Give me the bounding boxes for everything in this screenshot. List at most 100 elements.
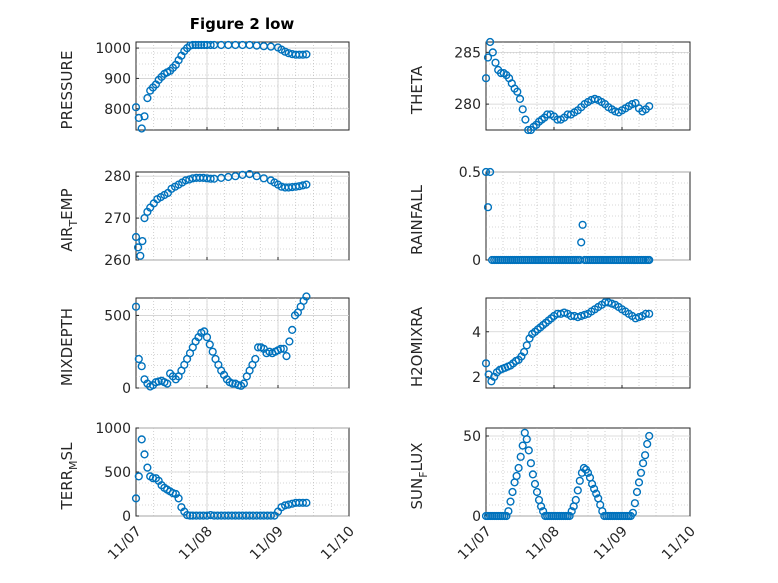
data-point [518,441,527,450]
y-tick-label: 0 [122,381,131,397]
data-point [298,498,308,507]
data-point [634,478,644,487]
y-tick-label: 0 [122,509,131,525]
data-point [604,298,613,307]
data-point [134,243,143,252]
panel-sun_flux: 0 50 SUNFLUX [408,427,691,525]
x-tick-label: 11/07 [455,524,495,564]
data-point [502,511,511,521]
data-point [645,255,654,265]
y-tick-label: 0 [472,509,481,525]
data-point [181,176,190,185]
data-point [191,40,200,50]
data-point [298,181,308,190]
data-point [641,309,650,318]
data-point [174,494,183,503]
data-point [131,232,141,242]
panel-pressure: 800 900 1000 PRESSURE [58,40,350,133]
data-point [481,167,491,177]
y-tick-label: 2 [472,370,481,386]
data-point [134,113,143,123]
y-tick-label: 50 [463,429,481,445]
panel-terr_msl: 0 500 1000 TERRMSL [58,421,350,525]
data-point [526,459,536,468]
y-tick-label: 0 [472,253,481,269]
data-point [302,498,311,507]
data-point [481,359,491,368]
data-point [578,220,587,229]
data-point [577,238,586,247]
data-point [538,507,548,516]
data-point [508,487,517,497]
data-point [245,170,254,179]
data-point [137,435,146,444]
data-point [524,446,533,455]
x-tick-label: 11/08 [176,524,216,564]
data-point [302,180,311,189]
data-point [518,105,527,114]
data-point [515,94,525,104]
data-point [228,379,237,388]
y-tick-label: 285 [454,45,481,61]
data-point [598,507,607,516]
panel-theta: 280 285 THETA [408,37,691,135]
y-tick-label: 4 [472,325,481,341]
data-point [131,103,141,112]
data-point [514,463,523,473]
data-point [583,468,593,477]
data-point [205,340,214,349]
data-point [276,344,285,353]
data-point [632,487,642,497]
y-tick-label: 1000 [95,421,131,437]
data-point [506,497,515,506]
data-point [136,251,145,260]
data-point [528,470,538,479]
data-point [573,486,582,495]
data-point [197,40,206,50]
data-point [516,452,525,461]
data-point [134,472,143,481]
x-tick-label: 11/08 [523,524,563,564]
data-point [638,459,648,468]
y-axis-label: THETA [408,65,426,115]
data-point [206,174,215,183]
data-point [486,37,495,47]
data-point [279,344,288,353]
data-point [628,99,637,109]
y-axis-label: MIXDEPTH [58,308,76,386]
data-point [134,354,143,364]
x-tick-label: 11/10 [318,524,358,564]
x-tick-label: 11/07 [105,524,145,564]
data-point [194,40,203,50]
data-point [630,499,640,508]
data-point [483,203,493,212]
data-point [571,495,580,505]
data-point [587,479,597,489]
panel-h2omixra: 2 4 H2OMIXRA [408,297,691,389]
y-tick-label: 270 [104,211,131,227]
y-axis-label: PRESSURE [58,51,76,130]
data-point [645,102,654,111]
x-tick-label: 11/09 [247,524,287,564]
data-point [504,507,513,516]
data-point [188,40,197,50]
data-point [565,511,574,521]
data-point [645,431,654,441]
data-point [530,479,540,489]
data-point [481,74,491,83]
data-point [285,337,294,346]
data-point [575,476,584,485]
plot-area [135,41,350,131]
data-point [302,50,311,59]
data-point [140,450,149,459]
data-point [645,309,654,318]
data-point [579,463,589,473]
data-point [513,87,522,96]
data-point [532,487,542,497]
data-point [580,310,589,320]
plot-area [135,171,350,261]
data-point [252,172,261,181]
data-point [138,237,147,246]
data-point [206,40,215,50]
